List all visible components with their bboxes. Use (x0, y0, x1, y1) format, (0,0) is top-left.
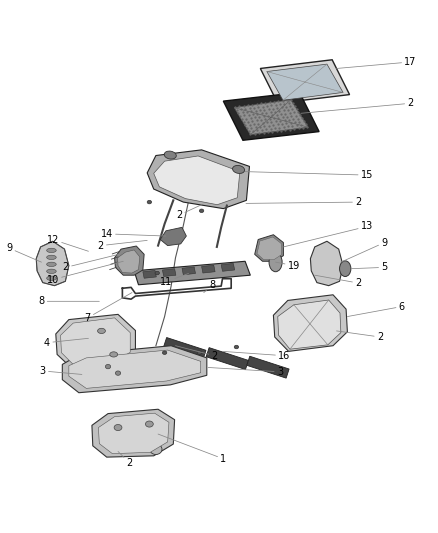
Polygon shape (278, 300, 341, 349)
Polygon shape (69, 350, 201, 389)
Ellipse shape (47, 255, 56, 260)
Text: 2: 2 (118, 451, 133, 468)
Ellipse shape (155, 271, 159, 275)
Polygon shape (162, 269, 176, 277)
Ellipse shape (234, 345, 239, 349)
Ellipse shape (199, 209, 204, 213)
Polygon shape (260, 60, 350, 103)
Text: 10: 10 (46, 261, 123, 285)
Ellipse shape (47, 262, 56, 266)
Polygon shape (115, 246, 144, 275)
Polygon shape (257, 237, 281, 260)
Ellipse shape (105, 436, 117, 447)
Text: 16: 16 (223, 351, 290, 361)
Ellipse shape (145, 421, 153, 427)
Text: 2: 2 (98, 240, 147, 251)
Text: 2: 2 (336, 331, 383, 342)
Text: 9: 9 (341, 238, 388, 262)
Text: 2: 2 (176, 346, 218, 361)
Ellipse shape (164, 151, 176, 159)
Ellipse shape (150, 444, 162, 455)
Text: 9: 9 (6, 243, 42, 262)
Polygon shape (234, 100, 308, 135)
Ellipse shape (98, 328, 106, 334)
Ellipse shape (339, 261, 351, 277)
Polygon shape (143, 270, 156, 278)
Text: 8: 8 (204, 280, 215, 293)
Text: 7: 7 (85, 293, 132, 323)
Bar (164, 337, 206, 359)
Polygon shape (147, 150, 250, 208)
Text: 5: 5 (351, 262, 388, 272)
Polygon shape (221, 263, 235, 271)
Polygon shape (201, 265, 215, 273)
Polygon shape (154, 156, 240, 205)
Ellipse shape (197, 351, 201, 354)
Text: 8: 8 (39, 296, 99, 306)
Text: 3: 3 (40, 366, 82, 376)
Ellipse shape (110, 352, 117, 357)
Polygon shape (36, 241, 69, 286)
Ellipse shape (116, 371, 120, 375)
Ellipse shape (233, 165, 245, 173)
Bar (247, 356, 289, 378)
Text: 11: 11 (160, 273, 188, 287)
Text: 13: 13 (283, 221, 373, 247)
Polygon shape (56, 314, 135, 367)
Ellipse shape (106, 365, 111, 369)
Ellipse shape (269, 253, 282, 272)
Polygon shape (99, 413, 169, 454)
Polygon shape (273, 295, 347, 351)
Polygon shape (134, 261, 251, 285)
Ellipse shape (47, 276, 56, 280)
Polygon shape (60, 318, 130, 365)
Polygon shape (62, 346, 207, 393)
Text: 15: 15 (245, 170, 373, 180)
Text: 1: 1 (158, 434, 226, 464)
Ellipse shape (47, 269, 56, 273)
Polygon shape (254, 235, 283, 261)
Ellipse shape (162, 351, 167, 354)
Text: 6: 6 (347, 302, 405, 317)
Polygon shape (160, 228, 186, 246)
Text: 2: 2 (301, 98, 413, 114)
Polygon shape (182, 267, 195, 275)
Text: 2: 2 (315, 275, 361, 288)
Polygon shape (311, 241, 343, 286)
Text: 17: 17 (336, 57, 417, 68)
Text: 3: 3 (208, 367, 283, 377)
Polygon shape (223, 92, 319, 140)
Polygon shape (92, 409, 175, 457)
Text: 2: 2 (63, 254, 122, 272)
Text: 2: 2 (176, 205, 201, 220)
Text: 14: 14 (101, 229, 166, 239)
Ellipse shape (114, 424, 122, 431)
Text: 12: 12 (46, 235, 88, 251)
Text: 2: 2 (246, 197, 361, 207)
Bar (206, 348, 248, 369)
Ellipse shape (147, 200, 152, 204)
Polygon shape (267, 64, 343, 100)
Ellipse shape (47, 248, 56, 253)
Text: 4: 4 (44, 338, 88, 348)
Polygon shape (117, 250, 140, 273)
Text: 19: 19 (276, 261, 300, 271)
